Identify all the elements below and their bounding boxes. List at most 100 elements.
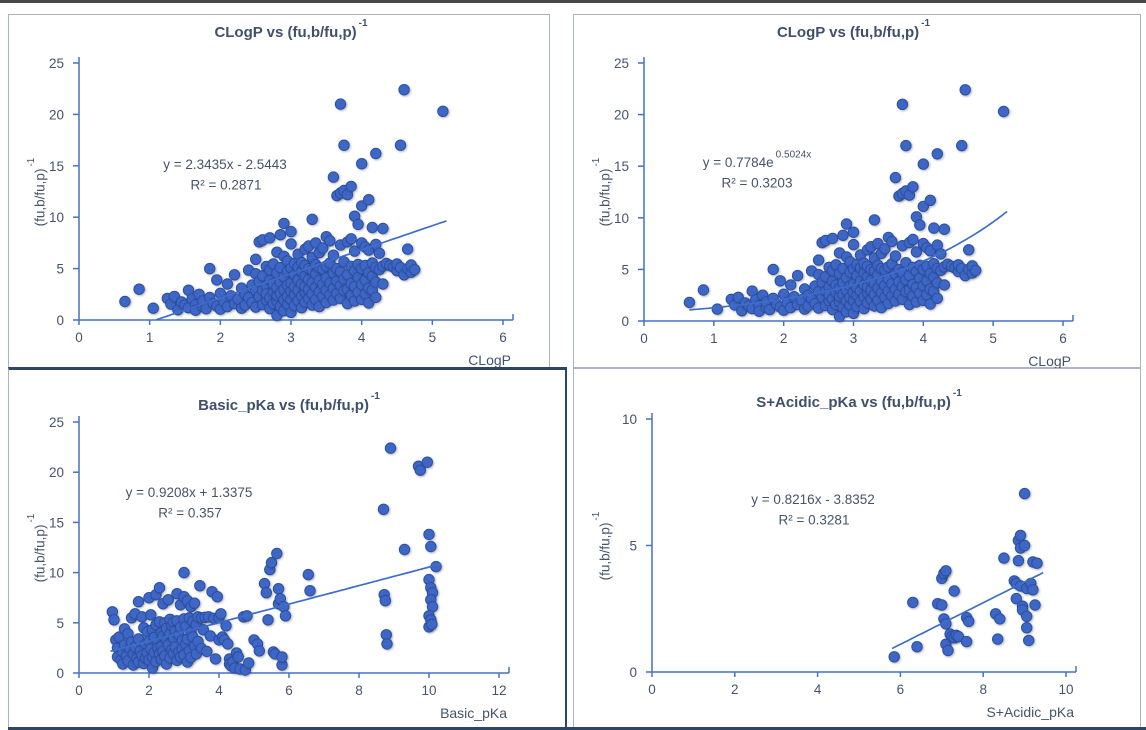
- x-tick-label: 0: [640, 331, 648, 346]
- data-point: [840, 218, 853, 230]
- data-point: [201, 645, 213, 658]
- data-point: [265, 556, 278, 569]
- y-tick-label: 5: [56, 262, 64, 277]
- data-point: [215, 608, 227, 620]
- chart-title: Basic_pKa vs (fu,b/fu,p)-1: [198, 391, 380, 414]
- data-point: [377, 222, 389, 235]
- y-tick-label: 15: [49, 159, 64, 174]
- data-point: [421, 456, 433, 468]
- y-tick-label: 0: [56, 313, 64, 328]
- data-point: [366, 221, 378, 234]
- data-point: [888, 651, 900, 663]
- x-tick-label: 0: [75, 683, 83, 698]
- data-point: [938, 279, 950, 291]
- data-point: [907, 233, 919, 246]
- data-point: [970, 264, 982, 277]
- chart-panel-acidic-pka: S+Acidic_pKa vs (fu,b/fu,p)-1 (fu,b/fu,p…: [573, 368, 1141, 728]
- x-tick-label: 2: [145, 683, 153, 698]
- data-point: [414, 464, 426, 476]
- data-point: [992, 633, 1004, 645]
- data-point: [959, 84, 971, 96]
- y-tick-label: 20: [49, 107, 64, 122]
- x-axis-title: CLogP: [468, 352, 511, 368]
- data-point: [327, 171, 340, 183]
- data-point: [1010, 592, 1022, 605]
- y-tick-label: 15: [614, 159, 629, 174]
- data-point: [162, 594, 175, 606]
- x-tick-label: 0: [648, 682, 656, 697]
- y-tick-label: 15: [49, 515, 64, 530]
- data-point: [847, 226, 860, 238]
- x-tick-label: 2: [731, 682, 739, 697]
- data-point: [938, 223, 950, 235]
- data-point: [425, 540, 437, 553]
- data-points: [106, 442, 442, 676]
- chart-panel-clogp-linear: CLogP vs (fu,b/fu,p)-1 (fu,b/fu,p)-1 CLo…: [8, 14, 550, 369]
- data-point: [1023, 634, 1035, 647]
- x-tick-label: 5: [989, 331, 997, 346]
- data-point: [837, 229, 849, 242]
- data-point: [394, 139, 407, 151]
- y-tick-label: 25: [614, 56, 629, 71]
- data-point: [1018, 487, 1031, 500]
- x-tick-label: 10: [421, 683, 436, 698]
- x-tick-label: 8: [979, 682, 987, 697]
- y-tick-label: 5: [621, 262, 629, 277]
- data-point: [108, 614, 120, 626]
- data-point: [384, 442, 397, 454]
- x-axis-title: CLogP: [1028, 353, 1071, 369]
- x-tick-label: 6: [499, 330, 507, 345]
- data-point: [401, 243, 414, 255]
- x-tick-label: 8: [355, 683, 363, 698]
- x-tick-label: 1: [710, 331, 718, 346]
- y-tick-label: 25: [49, 56, 64, 71]
- data-point: [907, 596, 919, 609]
- data-point: [147, 302, 159, 314]
- y-tick-label: 5: [629, 539, 637, 554]
- x-tick-label: 1: [146, 330, 154, 345]
- x-tick-label: 5: [429, 330, 437, 345]
- data-point: [370, 147, 382, 160]
- data-point: [262, 614, 274, 626]
- data-point: [398, 543, 411, 556]
- y-tick-label: 10: [622, 412, 637, 427]
- x-tick-label: 4: [814, 682, 822, 697]
- data-point: [279, 610, 292, 622]
- data-point: [914, 219, 926, 231]
- x-axis-title: S+Acidic_pKa: [986, 704, 1074, 720]
- x-tick-label: 12: [491, 683, 506, 698]
- data-point: [889, 171, 902, 184]
- y-tick-label: 10: [614, 211, 629, 226]
- data-point: [956, 139, 968, 152]
- chart-title: CLogP vs (fu,b/fu,p)-1: [214, 18, 368, 41]
- data-points: [119, 84, 449, 322]
- data-point: [250, 253, 262, 266]
- x-tick-label: 6: [1059, 331, 1067, 346]
- data-point: [243, 657, 255, 669]
- data-point: [211, 274, 223, 286]
- data-point: [426, 618, 438, 631]
- data-point: [352, 218, 364, 231]
- data-point: [896, 98, 909, 111]
- data-point: [345, 233, 357, 245]
- x-tick-label: 4: [215, 683, 223, 698]
- data-point: [272, 583, 285, 595]
- scatter-plot: 0 5 10 15 20 25 0 1 2 3 4 5 6: [49, 56, 514, 345]
- chart-title: CLogP vs (fu,b/fu,p)-1: [776, 18, 931, 41]
- data-point: [306, 213, 318, 226]
- data-point: [1014, 529, 1027, 542]
- y-tick-label: 0: [629, 665, 637, 680]
- data-point: [222, 638, 234, 650]
- data-point: [963, 244, 975, 256]
- data-point: [907, 181, 919, 193]
- data-point: [324, 235, 336, 247]
- data-point: [910, 246, 923, 258]
- data-point: [931, 292, 943, 304]
- data-point: [278, 217, 290, 230]
- y-tick-label: 10: [49, 566, 64, 581]
- data-point: [304, 585, 316, 597]
- trendline-equation: y = 0.8216x - 3.8352 R² = 0.3281: [751, 491, 875, 528]
- data-point: [948, 585, 960, 597]
- scatter-plot: 0 5 10 0 2 4 6 8 10: [622, 412, 1077, 697]
- data-point: [960, 635, 973, 648]
